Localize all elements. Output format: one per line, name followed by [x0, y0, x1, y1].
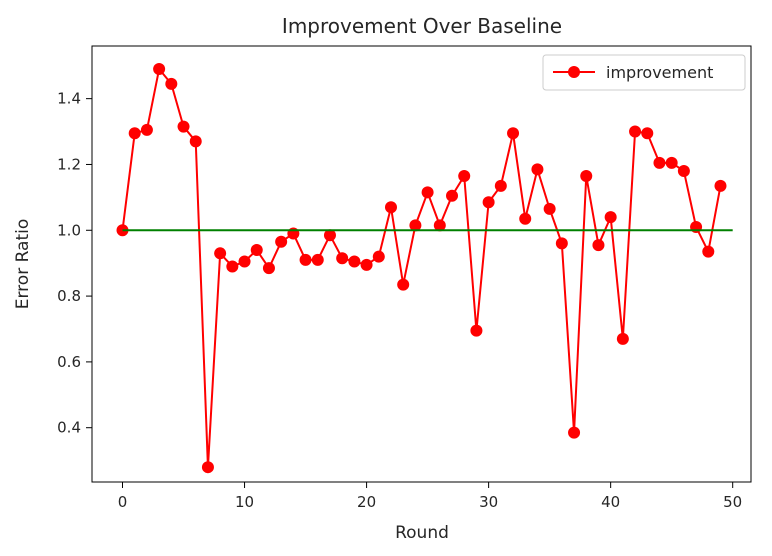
data-point: [201, 461, 214, 474]
data-point: [433, 219, 446, 232]
data-point: [580, 169, 593, 182]
x-tick-label: 50: [723, 493, 742, 511]
x-axis: 0 10 20 30 40 50: [118, 482, 742, 511]
y-tick-label: 0.6: [57, 353, 81, 371]
legend-marker-swatch: [568, 66, 580, 78]
data-point: [238, 255, 251, 268]
y-tick-label: 1.4: [57, 90, 81, 108]
data-point: [348, 255, 361, 268]
y-tick-label: 0.8: [57, 287, 81, 305]
data-point: [250, 244, 263, 257]
data-point: [153, 63, 166, 76]
data-point: [665, 156, 678, 169]
data-point: [165, 77, 178, 90]
series-layer: [116, 63, 733, 474]
legend-box: [542, 54, 746, 91]
data-point: [275, 235, 288, 248]
data-point: [494, 179, 507, 192]
x-tick-label: 30: [479, 493, 498, 511]
data-point: [189, 135, 202, 148]
y-axis-label: Error Ratio: [13, 219, 33, 310]
x-tick-label: 10: [235, 493, 254, 511]
data-point: [372, 250, 385, 263]
x-tick-label: 20: [357, 493, 376, 511]
y-axis: 0.4 0.6 0.8 1.0 1.2 1.4: [57, 90, 92, 437]
data-point: [653, 156, 666, 169]
chart-title: Improvement Over Baseline: [282, 14, 562, 38]
data-point: [482, 196, 495, 209]
data-point: [616, 332, 629, 345]
data-point: [470, 324, 483, 337]
data-point: [543, 202, 556, 215]
legend: improvement: [542, 54, 746, 91]
data-point: [299, 253, 312, 266]
x-axis-label: Round: [395, 523, 449, 543]
data-point: [421, 186, 434, 199]
data-point: [397, 278, 410, 291]
data-point: [531, 163, 544, 176]
data-point: [323, 229, 336, 242]
x-tick-label: 0: [118, 493, 128, 511]
data-point: [214, 247, 227, 260]
y-tick-label: 1.2: [57, 155, 81, 173]
data-point: [140, 123, 153, 136]
data-point: [519, 212, 532, 225]
data-point: [384, 201, 397, 214]
data-point: [409, 219, 422, 232]
data-point: [128, 127, 141, 140]
data-point: [262, 262, 275, 275]
data-point: [360, 258, 373, 271]
data-point: [702, 245, 715, 258]
data-point: [177, 120, 190, 133]
data-point: [555, 237, 568, 250]
y-tick-label: 1.0: [57, 221, 81, 239]
data-point: [311, 253, 324, 266]
data-point: [629, 125, 642, 138]
data-point: [641, 127, 654, 140]
y-tick-label: 0.4: [57, 419, 81, 437]
data-point: [458, 169, 471, 182]
x-tick-label: 40: [601, 493, 620, 511]
data-point: [677, 165, 690, 178]
data-point: [604, 211, 617, 224]
data-point: [507, 127, 520, 140]
data-point: [226, 260, 239, 273]
data-point: [446, 189, 459, 202]
plot-area-frame: [91, 45, 752, 483]
data-point: [336, 252, 349, 265]
data-point: [714, 179, 727, 192]
data-point: [568, 426, 581, 439]
legend-entry-improvement: improvement: [606, 63, 713, 82]
data-point: [592, 239, 605, 252]
